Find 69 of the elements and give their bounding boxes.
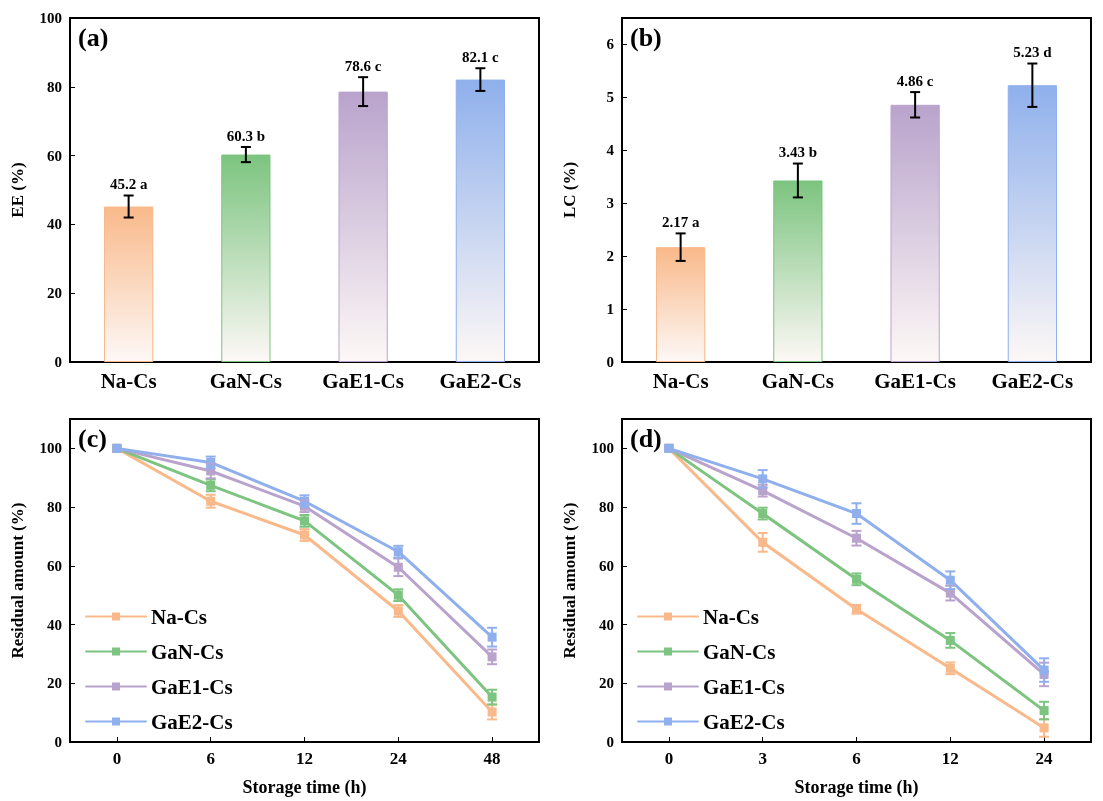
legend-label: GaE2-Cs bbox=[151, 709, 233, 734]
x-tick-label: Na-Cs bbox=[100, 368, 157, 393]
y-tick-label: 100 bbox=[591, 440, 614, 457]
y-tick-label: 5 bbox=[606, 89, 614, 106]
y-tick-label: 20 bbox=[47, 675, 62, 692]
y-tick-label: 1 bbox=[606, 301, 614, 318]
x-tick-label: 24 bbox=[1035, 749, 1054, 768]
y-tick-label: 0 bbox=[54, 354, 62, 370]
data-label: 60.3 b bbox=[226, 127, 266, 144]
y-axis-title: EE (%) bbox=[8, 162, 27, 218]
x-tick-label: GaN-Cs bbox=[761, 368, 835, 393]
y-axis-title: Residual amount (%) bbox=[560, 502, 579, 659]
y-tick-label: 0 bbox=[606, 354, 614, 370]
legend-label: GaE2-Cs bbox=[703, 709, 785, 734]
x-tick-label: 3 bbox=[758, 749, 767, 768]
y-tick-label: 0 bbox=[54, 734, 62, 750]
data-label: 82.1 c bbox=[462, 48, 500, 65]
x-tick-label: 12 bbox=[941, 749, 959, 768]
x-tick-label: 6 bbox=[206, 749, 215, 768]
y-axis-title: Residual amount (%) bbox=[8, 502, 27, 659]
x-axis-title: Storage time (h) bbox=[242, 777, 367, 798]
annotation: (d) bbox=[630, 423, 662, 453]
annotation: (c) bbox=[78, 423, 107, 453]
x-tick-label: GaE2-Cs bbox=[991, 368, 1074, 393]
x-tick-label: GaE1-Cs bbox=[874, 368, 956, 393]
x-tick-label: GaE2-Cs bbox=[439, 368, 522, 393]
x-axis-title: Storage time (h) bbox=[794, 777, 919, 798]
y-tick-label: 6 bbox=[606, 36, 615, 53]
legend-label: GaE1-Cs bbox=[151, 674, 233, 699]
y-tick-label: 80 bbox=[599, 499, 614, 516]
data-label: 45.2 a bbox=[109, 176, 148, 192]
y-tick-label: 20 bbox=[47, 285, 62, 302]
legend-label: GaN-Cs bbox=[151, 639, 224, 664]
y-tick-label: 80 bbox=[47, 78, 62, 95]
y-tick-label: 20 bbox=[599, 675, 614, 692]
y-tick-label: 100 bbox=[39, 10, 62, 26]
y-tick-label: 60 bbox=[47, 147, 62, 164]
y-tick-label: 4 bbox=[606, 142, 615, 159]
legend-label: GaN-Cs bbox=[703, 639, 776, 664]
x-tick-label: Na-Cs bbox=[652, 368, 709, 393]
y-tick-label: 40 bbox=[47, 216, 62, 233]
y-tick-label: 3 bbox=[606, 195, 614, 212]
y-tick-label: 60 bbox=[47, 557, 62, 574]
x-tick-label: 0 bbox=[664, 749, 674, 768]
x-tick-label: 24 bbox=[389, 749, 408, 768]
x-tick-label: 0 bbox=[112, 749, 122, 768]
annotation: (a) bbox=[78, 22, 109, 52]
data-label: 3.43 b bbox=[778, 144, 818, 161]
x-tick-label: GaE1-Cs bbox=[322, 368, 404, 393]
data-label: 2.17 a bbox=[661, 213, 700, 230]
y-axis-title: LC (%) bbox=[560, 161, 579, 219]
x-tick-label: 12 bbox=[296, 749, 313, 768]
x-tick-label: 6 bbox=[852, 749, 861, 768]
y-tick-label: 60 bbox=[599, 557, 614, 574]
legend-label: GaE1-Cs bbox=[703, 674, 785, 699]
data-label: 78.6 c bbox=[344, 57, 382, 74]
data-label: 5.23 d bbox=[1013, 44, 1053, 61]
y-tick-label: 80 bbox=[47, 499, 62, 516]
legend-label: Na-Cs bbox=[703, 604, 759, 629]
y-tick-label: 40 bbox=[599, 616, 614, 633]
annotation: (b) bbox=[630, 22, 662, 52]
x-tick-label: 48 bbox=[483, 749, 501, 768]
x-tick-label: GaN-Cs bbox=[209, 368, 283, 393]
legend-label: Na-Cs bbox=[151, 604, 207, 629]
y-tick-label: 100 bbox=[39, 440, 62, 457]
data-label: 4.86 c bbox=[896, 72, 934, 89]
y-tick-label: 40 bbox=[47, 616, 62, 633]
y-tick-label: 0 bbox=[606, 734, 614, 750]
y-tick-label: 2 bbox=[606, 248, 614, 265]
